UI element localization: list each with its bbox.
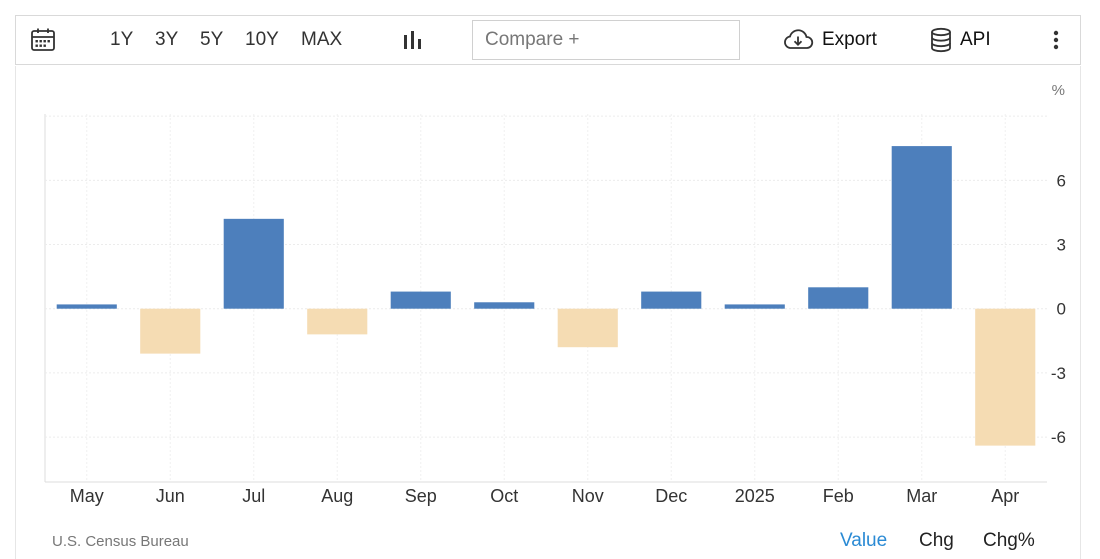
y-tick-label: 6 — [1057, 171, 1066, 190]
x-tick-label: Apr — [991, 486, 1019, 506]
x-tick-label: Mar — [906, 486, 937, 506]
calendar-icon[interactable] — [30, 16, 56, 64]
x-tick-label: Dec — [655, 486, 687, 506]
bar-nov[interactable] — [557, 308, 618, 348]
bar-jul[interactable] — [223, 218, 284, 309]
bar-jun[interactable] — [140, 308, 201, 354]
chart-toolbar: 1Y 3Y 5Y 10Y MAX Export API — [15, 15, 1081, 65]
range-1y-button[interactable]: 1Y — [110, 29, 134, 50]
bar-oct[interactable] — [474, 302, 535, 309]
range-3y-button[interactable]: 3Y — [155, 29, 179, 50]
range-10y-button[interactable]: 10Y — [245, 29, 279, 50]
chart-area — [15, 66, 1081, 559]
y-tick-label: -3 — [1051, 364, 1066, 383]
x-tick-label: Jul — [242, 486, 265, 506]
api-label: API — [960, 29, 991, 50]
x-tick-label: 2025 — [735, 486, 775, 506]
bar-mar[interactable] — [891, 146, 952, 309]
mode-chg-percent-button[interactable]: Chg% — [983, 530, 1035, 551]
x-tick-label: Nov — [572, 486, 604, 506]
x-tick-label: Jun — [156, 486, 185, 506]
bar-feb[interactable] — [808, 287, 869, 309]
bar-2025[interactable] — [724, 304, 785, 309]
y-tick-label: -6 — [1051, 428, 1066, 447]
export-label: Export — [822, 29, 877, 50]
range-max-button[interactable]: MAX — [301, 29, 343, 50]
bar-aug[interactable] — [307, 308, 368, 335]
bar-dec[interactable] — [641, 291, 702, 309]
bar-sep[interactable] — [390, 291, 451, 309]
range-5y-button[interactable]: 5Y — [200, 29, 224, 50]
source-label: U.S. Census Bureau — [52, 533, 189, 550]
more-options-icon[interactable] — [1052, 16, 1060, 64]
y-tick-label: 3 — [1057, 236, 1066, 255]
export-button[interactable]: Export — [782, 16, 877, 64]
x-tick-label: Feb — [823, 486, 854, 506]
x-tick-label: May — [70, 486, 104, 506]
bar-apr[interactable] — [975, 308, 1036, 446]
y-unit-label: % — [1052, 82, 1065, 99]
api-button[interactable]: API — [930, 16, 991, 64]
mode-value-button[interactable]: Value — [840, 530, 888, 551]
mode-chg-button[interactable]: Chg — [919, 530, 954, 551]
compare-input[interactable] — [472, 20, 740, 60]
database-icon — [931, 27, 951, 53]
chart-type-icon[interactable] — [402, 16, 424, 64]
x-tick-label: Aug — [321, 486, 353, 506]
bar-may[interactable] — [56, 304, 117, 309]
x-tick-label: Oct — [490, 486, 518, 506]
x-tick-label: Sep — [405, 486, 437, 506]
cloud-download-icon — [784, 29, 814, 49]
y-tick-label: 0 — [1057, 300, 1066, 319]
